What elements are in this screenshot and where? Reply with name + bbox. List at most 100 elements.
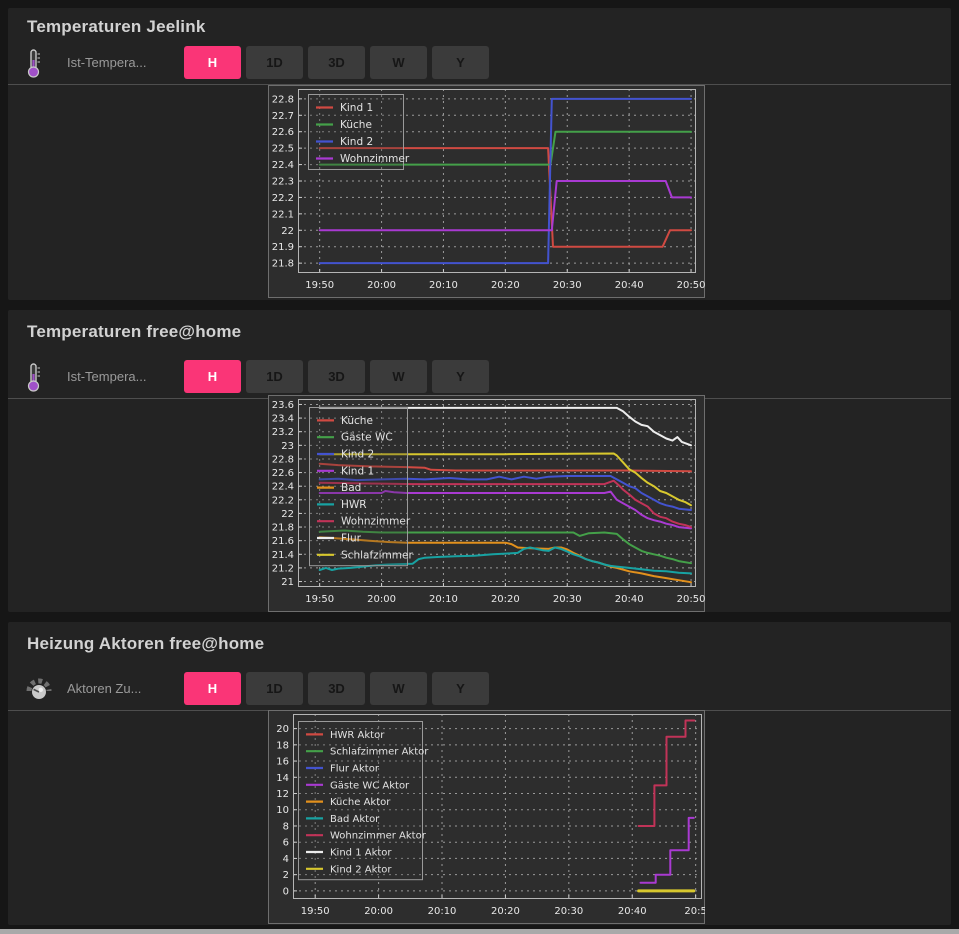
svg-text:20:40: 20:40 <box>615 280 644 291</box>
gauge-icon <box>25 676 55 702</box>
thermometer-icon <box>25 48 55 78</box>
svg-text:20:40: 20:40 <box>615 594 644 605</box>
svg-text:HWR: HWR <box>341 499 367 511</box>
chart-temperaturen-freeathome: 19:50 20:00 20:10 20:20 20:30 20:40 20:50 23.6 2… <box>268 395 705 612</box>
svg-text:22.2: 22.2 <box>272 193 294 204</box>
svg-text:21.9: 21.9 <box>272 242 294 253</box>
svg-text:16: 16 <box>276 757 289 768</box>
svg-text:Bad: Bad <box>341 482 361 494</box>
chart-svg: 19:50 20:00 20:10 20:20 20:30 20:40 20:5201816… <box>268 710 705 924</box>
horizontal-scrollbar[interactable] <box>0 929 959 934</box>
svg-text:6: 6 <box>283 838 289 849</box>
time-range-button-h[interactable]: H <box>184 360 241 393</box>
svg-text:18: 18 <box>276 740 289 751</box>
panel-title: Heizung Aktoren free@home <box>27 634 265 653</box>
panel-title: Temperaturen Jeelink <box>27 17 206 36</box>
svg-text:23.2: 23.2 <box>272 427 294 438</box>
svg-text:Kind 1: Kind 1 <box>341 465 374 477</box>
time-range-button-3d[interactable]: 3D <box>308 46 365 79</box>
svg-text:20: 20 <box>276 724 289 735</box>
svg-text:Flur: Flur <box>341 533 362 545</box>
svg-text:Kind 2: Kind 2 <box>340 136 373 148</box>
svg-text:20:00: 20:00 <box>367 280 396 291</box>
svg-text:Kind 2: Kind 2 <box>341 449 374 461</box>
svg-text:22.2: 22.2 <box>272 495 294 506</box>
time-range-buttons: H 1D 3D W Y <box>184 46 489 79</box>
time-range-button-w[interactable]: W <box>370 46 427 79</box>
svg-text:10: 10 <box>276 805 289 816</box>
svg-text:Schlafzimmer Aktor: Schlafzimmer Aktor <box>330 747 429 758</box>
time-range-button-h[interactable]: H <box>184 46 241 79</box>
time-range-buttons: H 1D 3D W Y <box>184 672 489 705</box>
svg-text:Wohnzimmer: Wohnzimmer <box>340 153 410 165</box>
svg-text:8: 8 <box>283 821 289 832</box>
svg-text:20:00: 20:00 <box>364 906 393 917</box>
chart-temperaturen-jeelink: 19:50 20:00 20:10 20:20 20:30 20:40 20:50 22.8 2… <box>268 85 705 298</box>
time-range-button-1d[interactable]: 1D <box>246 360 303 393</box>
svg-text:Kind 1 Aktor: Kind 1 Aktor <box>330 848 392 859</box>
svg-text:0: 0 <box>283 886 289 897</box>
time-range-button-y[interactable]: Y <box>432 672 489 705</box>
svg-text:Kind 2 Aktor: Kind 2 Aktor <box>330 864 392 875</box>
svg-text:Kind 1: Kind 1 <box>340 102 373 114</box>
item-label: Ist-Tempera... <box>67 55 147 70</box>
svg-text:Wohnzimmer Aktor: Wohnzimmer Aktor <box>330 831 427 842</box>
svg-text:22.8: 22.8 <box>272 94 294 105</box>
svg-text:23.6: 23.6 <box>272 400 294 411</box>
svg-text:Schlafzimmer: Schlafzimmer <box>341 549 413 561</box>
svg-text:20:40: 20:40 <box>618 906 647 917</box>
svg-text:22.4: 22.4 <box>272 160 294 171</box>
svg-text:19:50: 19:50 <box>305 594 334 605</box>
svg-text:Bad Aktor: Bad Aktor <box>330 814 380 825</box>
svg-text:20:10: 20:10 <box>429 594 458 605</box>
item-label: Ist-Tempera... <box>67 369 147 384</box>
svg-text:22.3: 22.3 <box>272 177 294 188</box>
svg-text:21.8: 21.8 <box>272 523 294 534</box>
chart-heizung-aktoren-freeathome: 19:50 20:00 20:10 20:20 20:30 20:40 20:5 20 18 16… <box>268 710 705 924</box>
svg-text:Küche: Küche <box>341 415 373 427</box>
svg-text:22: 22 <box>281 226 294 237</box>
svg-text:21.8: 21.8 <box>272 259 294 270</box>
panel-controls-row: Ist-Tempera... H 1D 3D W Y <box>8 41 951 85</box>
svg-text:20:10: 20:10 <box>428 906 457 917</box>
time-range-button-w[interactable]: W <box>370 672 427 705</box>
svg-text:HWR Aktor: HWR Aktor <box>330 730 385 741</box>
chart-svg: 19:50 20:00 20:10 20:20 20:30 20:40 20:50 23.6 2… <box>268 395 705 612</box>
svg-text:14: 14 <box>276 773 289 784</box>
chart-svg: 19:50 20:00 20:10 20:20 20:30 20:40 20:50 22.8 2… <box>268 85 705 298</box>
svg-text:20:10: 20:10 <box>429 280 458 291</box>
svg-text:20:30: 20:30 <box>553 280 582 291</box>
time-range-button-w[interactable]: W <box>370 360 427 393</box>
svg-text:20:30: 20:30 <box>553 594 582 605</box>
svg-text:22.6: 22.6 <box>272 127 294 138</box>
svg-text:23: 23 <box>281 441 294 452</box>
svg-text:23.4: 23.4 <box>272 414 294 425</box>
time-range-button-y[interactable]: Y <box>432 360 489 393</box>
panel-controls-row: Aktoren Zu... H 1D 3D W Y <box>8 667 951 711</box>
time-range-button-1d[interactable]: 1D <box>246 672 303 705</box>
svg-text:22.6: 22.6 <box>272 468 294 479</box>
time-range-button-3d[interactable]: 3D <box>308 672 365 705</box>
svg-text:22.1: 22.1 <box>272 209 294 220</box>
thermometer-icon <box>25 362 55 392</box>
item-label: Aktoren Zu... <box>67 681 142 696</box>
svg-text:22: 22 <box>281 509 294 520</box>
svg-text:20:20: 20:20 <box>491 906 520 917</box>
time-range-button-1d[interactable]: 1D <box>246 46 303 79</box>
time-range-button-y[interactable]: Y <box>432 46 489 79</box>
panel-temperaturen-freeathome: Temperaturen free@home Ist-Tempera... H … <box>8 310 951 612</box>
panel-heizung-aktoren-freeathome: Heizung Aktoren free@home Aktoren Zu... … <box>8 622 951 925</box>
time-range-button-h[interactable]: H <box>184 672 241 705</box>
svg-text:20:50: 20:50 <box>677 594 705 605</box>
time-range-buttons: H 1D 3D W Y <box>184 360 489 393</box>
svg-text:Gäste WC Aktor: Gäste WC Aktor <box>330 780 410 791</box>
svg-text:22.7: 22.7 <box>272 111 294 122</box>
svg-text:21.6: 21.6 <box>272 536 294 547</box>
svg-text:22.5: 22.5 <box>272 144 294 155</box>
svg-text:Küche Aktor: Küche Aktor <box>330 797 391 808</box>
svg-text:19:50: 19:50 <box>301 906 330 917</box>
svg-text:Flur Aktor: Flur Aktor <box>330 764 380 775</box>
svg-text:20:20: 20:20 <box>491 594 520 605</box>
time-range-button-3d[interactable]: 3D <box>308 360 365 393</box>
svg-text:21.4: 21.4 <box>272 550 294 561</box>
